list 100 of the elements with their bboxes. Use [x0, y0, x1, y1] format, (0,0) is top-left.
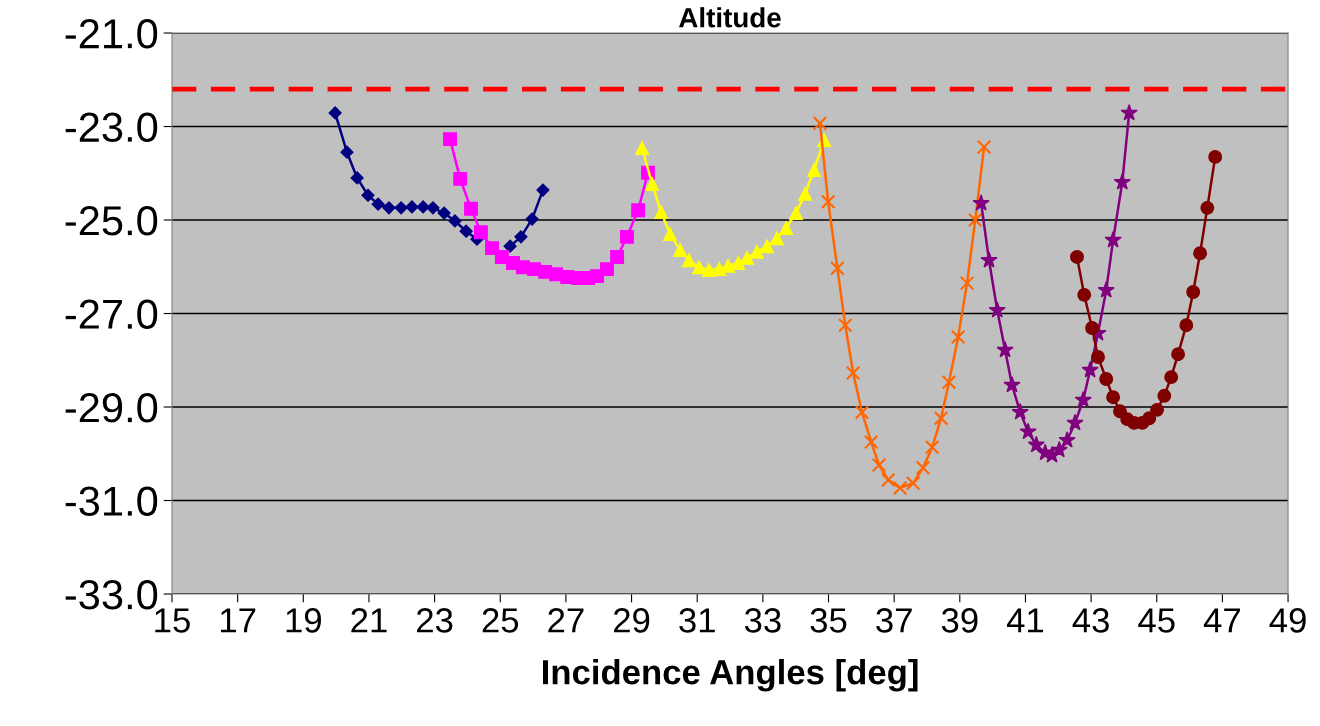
point	[1104, 231, 1122, 248]
point	[760, 239, 775, 254]
point	[1027, 435, 1045, 453]
x-tick-label: 29	[613, 608, 650, 633]
point	[1077, 287, 1092, 302]
x-tick-label: 45	[1138, 608, 1175, 633]
y-tick-label: -27.0	[65, 299, 158, 330]
point	[437, 206, 451, 220]
point	[635, 141, 649, 155]
point	[749, 244, 764, 259]
point	[892, 480, 908, 496]
point	[854, 404, 870, 420]
point	[1085, 321, 1100, 335]
point	[798, 186, 813, 201]
point	[631, 203, 646, 218]
x-tick-label: 41	[1006, 608, 1044, 633]
point	[1099, 372, 1114, 386]
y-tick-label: -25.0	[65, 206, 158, 236]
point	[1208, 149, 1223, 164]
point	[976, 139, 992, 155]
point	[731, 256, 746, 270]
point	[1050, 440, 1068, 458]
point	[673, 243, 688, 257]
point	[692, 260, 707, 275]
x-tick-label: 31	[679, 608, 715, 633]
point	[1081, 361, 1099, 378]
point	[663, 227, 677, 241]
point	[1200, 200, 1215, 215]
point	[1150, 402, 1165, 417]
point	[1019, 422, 1037, 440]
point	[1193, 246, 1208, 261]
point	[1058, 431, 1076, 448]
x-tick-label: 37	[876, 608, 912, 633]
point	[941, 374, 957, 390]
point	[514, 230, 528, 244]
point	[682, 253, 696, 268]
x-tick-label: 33	[744, 608, 781, 633]
point	[950, 329, 966, 345]
point	[959, 275, 975, 291]
y-tick-label: -33.0	[65, 580, 158, 610]
point	[1066, 413, 1084, 431]
point	[453, 171, 468, 186]
point	[1164, 370, 1179, 385]
point	[361, 188, 375, 202]
point	[880, 472, 896, 488]
point	[1003, 376, 1021, 393]
y-tick-label: -29.0	[65, 393, 158, 423]
point	[845, 365, 861, 381]
point	[503, 239, 517, 253]
point	[1074, 390, 1092, 408]
x-tick-label: 35	[810, 608, 847, 633]
point	[837, 317, 853, 333]
point	[967, 212, 983, 228]
x-tick-label: 21	[351, 608, 387, 633]
point	[1097, 281, 1115, 298]
point	[1113, 173, 1131, 190]
point	[443, 132, 457, 147]
point	[980, 251, 998, 268]
x-tick-label: 23	[417, 608, 453, 633]
point	[770, 231, 784, 246]
point	[350, 171, 364, 185]
point	[807, 163, 822, 177]
point	[933, 410, 949, 426]
point	[915, 460, 931, 476]
point	[426, 201, 440, 215]
point	[371, 197, 385, 211]
point	[996, 340, 1014, 358]
point	[740, 250, 755, 265]
point	[812, 115, 828, 131]
y-tick-label: -23.0	[65, 112, 158, 143]
x-tick-label: 25	[482, 608, 519, 633]
point	[924, 439, 940, 455]
x-axis-title: Incidence Angles [deg]	[542, 659, 918, 692]
point	[863, 434, 879, 450]
point	[464, 201, 478, 216]
point	[536, 183, 550, 197]
point	[830, 260, 845, 276]
point	[459, 224, 473, 238]
chart-title: Altitude	[679, 7, 781, 28]
point	[494, 250, 509, 264]
point	[820, 194, 836, 210]
x-tick-label: 43	[1072, 608, 1109, 633]
point	[610, 250, 625, 264]
point	[1157, 388, 1172, 403]
point	[1142, 411, 1157, 426]
point	[525, 212, 539, 226]
x-tick-label: 15	[155, 608, 190, 633]
point	[905, 475, 921, 491]
y-tick-label: -31.0	[65, 486, 158, 517]
point	[1120, 103, 1138, 121]
y-tick-label: -21.0	[65, 19, 158, 49]
point	[1179, 318, 1194, 333]
x-tick-label: 39	[941, 608, 978, 633]
point	[972, 194, 990, 211]
point	[340, 145, 354, 159]
x-tick-label: 47	[1203, 608, 1240, 633]
x-tick-label: 17	[220, 608, 256, 633]
point	[328, 106, 342, 120]
point	[485, 241, 499, 256]
point	[1106, 390, 1121, 405]
